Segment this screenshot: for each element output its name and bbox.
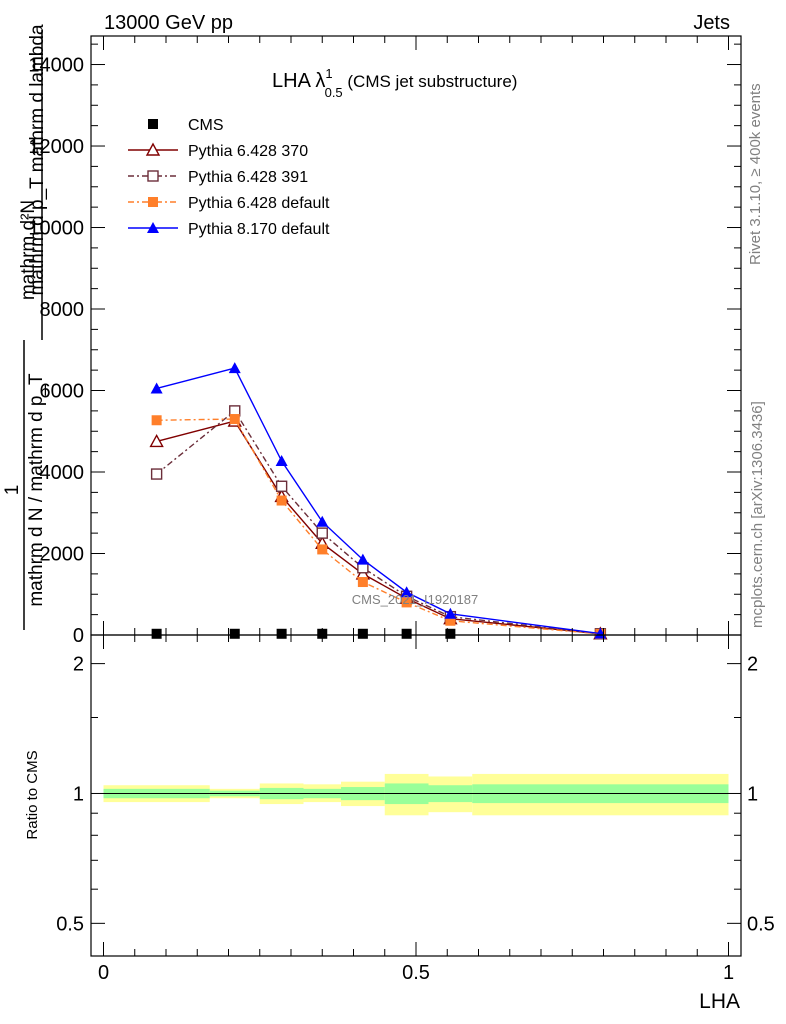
ratio-ylabel: Ratio to CMS bbox=[24, 750, 41, 839]
legend-label-pythia-8-170-default: Pythia 8.170 default bbox=[188, 221, 330, 238]
point-pythia-8-170-default-3 bbox=[316, 515, 329, 527]
series-line-pythia-6-428-391 bbox=[156, 409, 601, 635]
point-cms-0 bbox=[151, 628, 162, 639]
chart-title-main: LHA λ bbox=[272, 70, 325, 92]
point-pythia-6-428-default-1 bbox=[229, 414, 240, 425]
main-ytick-label-2: 4000 bbox=[40, 462, 85, 484]
chart-title-rest: (CMS jet substructure) bbox=[343, 72, 518, 91]
ratio-ytick-label-right-2: 2 bbox=[747, 654, 758, 676]
series-line-pythia-8-170-default bbox=[156, 367, 601, 635]
ratio-ytick-label-0: 0.5 bbox=[56, 913, 84, 935]
main-ylabel-2: 1 mathrm d N / mathrm d p_T bbox=[2, 340, 47, 630]
point-pythia-8-170-default-0 bbox=[150, 382, 163, 394]
legend-marker-pythia-6-428-default bbox=[148, 197, 158, 207]
point-cms-1 bbox=[229, 628, 240, 639]
xlabel: LHA bbox=[699, 990, 740, 1013]
rivet-version: Rivet 3.1.10, ≥ 400k events bbox=[747, 83, 764, 265]
legend-label-pythia-6-428-370: Pythia 6.428 370 bbox=[188, 143, 308, 160]
main-ytick-label-4: 8000 bbox=[40, 299, 85, 321]
ylabel-frac1-numer: mathrm d²N bbox=[18, 200, 39, 300]
point-pythia-8-170-default-1 bbox=[228, 362, 241, 374]
point-cms-5 bbox=[401, 628, 412, 639]
legend-marker-pythia-8-170-default bbox=[147, 222, 159, 233]
ratio-ytick-label-right-0: 0.5 bbox=[747, 913, 775, 935]
legend-label-cms: CMS bbox=[188, 117, 224, 134]
point-cms-6 bbox=[445, 628, 456, 639]
point-pythia-6-428-391-0 bbox=[150, 468, 163, 480]
mcplots-credit: mcplots.cern.ch [arXiv:1306.3436] bbox=[749, 401, 766, 628]
series-line-pythia-6-428-default bbox=[156, 418, 601, 635]
point-pythia-8-170-default-5 bbox=[400, 586, 413, 598]
point-cms-2 bbox=[276, 628, 287, 639]
main-ytick-label-1: 2000 bbox=[40, 544, 85, 566]
chart-title-sub: 0.5 bbox=[325, 85, 343, 100]
header-jets: Jets bbox=[693, 12, 730, 34]
ratio-ytick-label-1: 1 bbox=[73, 783, 84, 805]
ratio-ytick-label-right-1: 1 bbox=[747, 783, 758, 805]
xtick-label-0: 0 bbox=[98, 962, 109, 984]
ratio-ytick-label-2: 2 bbox=[73, 654, 84, 676]
point-pythia-6-428-default-6 bbox=[445, 615, 456, 626]
point-pythia-6-428-default-3 bbox=[317, 544, 328, 555]
point-pythia-6-428-default-0 bbox=[151, 415, 162, 426]
point-pythia-6-428-391-2 bbox=[275, 480, 288, 492]
ylabel-frac2-denom: mathrm d N / mathrm d p_T bbox=[26, 373, 47, 607]
chart-title-sup: 1 bbox=[325, 66, 332, 81]
xtick-label-2: 1 bbox=[723, 962, 734, 984]
point-pythia-6-428-370-0 bbox=[149, 433, 164, 448]
main-ytick-label-3: 6000 bbox=[40, 381, 85, 403]
ylabel-frac1-denom: mathrm d p_T mathrm d lambda bbox=[27, 24, 48, 295]
point-pythia-6-428-default-4 bbox=[357, 577, 368, 588]
legend-marker-cms bbox=[148, 119, 158, 129]
legend-label-pythia-6-428-default: Pythia 6.428 default bbox=[188, 195, 330, 212]
ratio-bands bbox=[103, 773, 729, 816]
xtick-label-1: 0.5 bbox=[402, 962, 430, 984]
header-energy: 13000 GeV pp bbox=[104, 12, 233, 34]
point-pythia-8-170-default-2 bbox=[275, 455, 288, 467]
legend-label-pythia-6-428-391: Pythia 6.428 391 bbox=[188, 169, 308, 186]
point-cms-4 bbox=[357, 628, 368, 639]
main-ytick-label-0: 0 bbox=[73, 625, 84, 647]
legend: CMS Pythia 6.428 370 Pythia 6.428 391 Pythi… bbox=[128, 117, 330, 238]
point-pythia-6-428-default-2 bbox=[276, 495, 287, 506]
series-layer bbox=[149, 362, 608, 640]
point-pythia-6-428-default-5 bbox=[401, 597, 412, 608]
chart-title: LHA λ1 0.5 (CMS jet substructure) bbox=[272, 66, 517, 100]
legend-marker-pythia-6-428-391 bbox=[147, 170, 159, 182]
point-pythia-8-170-default-6 bbox=[444, 607, 457, 619]
point-pythia-6-428-391-3 bbox=[316, 527, 328, 539]
point-pythia-8-170-default-4 bbox=[356, 553, 369, 565]
legend-marker-pythia-6-428-370 bbox=[145, 142, 161, 156]
main-ylabel: mathrm d²N mathrm d p_T mathrm d lambda bbox=[18, 24, 48, 340]
ylabel-one: 1 bbox=[2, 485, 23, 496]
analysis-watermark: CMS_2021_I1920187 bbox=[352, 592, 479, 607]
